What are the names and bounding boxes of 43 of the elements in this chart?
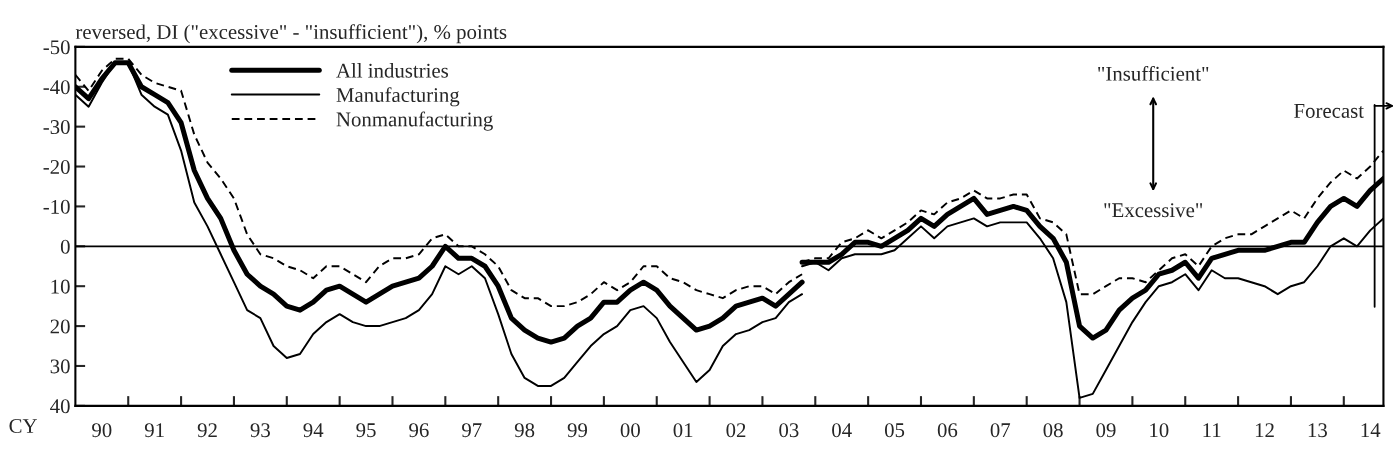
y-axis-title: reversed, DI ("excessive" - "insufficient"), % points xyxy=(75,24,507,44)
x-tick-label: 98 xyxy=(514,423,535,438)
x-tick-label: 94 xyxy=(303,423,324,438)
x-tick-label: 01 xyxy=(673,423,693,438)
x-tick-label: 99 xyxy=(567,423,588,438)
y-tick-label: 0 xyxy=(60,239,70,254)
text: CY xyxy=(9,418,37,433)
x-tick-label: 02 xyxy=(726,423,746,438)
annotation: "Insufficient" xyxy=(1098,65,1209,81)
y-tick-label: 20 xyxy=(50,319,70,334)
x-tick-label: 11 xyxy=(1203,423,1221,437)
x-tick-label: 10 xyxy=(1150,423,1169,438)
y-tick-label: 10 xyxy=(51,279,70,294)
y-tick-label: -10 xyxy=(43,199,70,214)
x-tick-label: 97 xyxy=(462,423,482,438)
x-tick-label: 13 xyxy=(1308,423,1327,438)
x-tick-label: 12 xyxy=(1255,423,1274,437)
x-tick-label: 00 xyxy=(620,423,640,438)
legend-label: Nonmanufacturing xyxy=(336,111,493,131)
ref-line-label: Forecast xyxy=(1294,104,1364,118)
x-tick-label: 90 xyxy=(92,423,112,438)
x-tick-label: 06 xyxy=(937,423,958,438)
x-tick-label: 96 xyxy=(409,423,429,438)
x-tick-label: 09 xyxy=(1096,423,1116,438)
x-tick-label: 07 xyxy=(990,423,1011,438)
y-tick-label: 30 xyxy=(50,359,70,374)
annotation: "Excessive" xyxy=(1104,203,1203,218)
x-tick-label: 08 xyxy=(1043,423,1063,438)
x-tick-label: 05 xyxy=(884,423,905,438)
y-tick-label: -40 xyxy=(43,80,70,95)
x-tick-label: 14 xyxy=(1361,423,1381,437)
x-tick-label: 04 xyxy=(832,423,852,438)
x-tick-label: 03 xyxy=(779,423,799,438)
y-tick-label: -50 xyxy=(43,40,70,55)
x-tick-label: 95 xyxy=(356,423,376,438)
y-tick-label: -30 xyxy=(43,120,70,135)
y-tick-label: -20 xyxy=(43,159,70,174)
legend-label: All industries xyxy=(336,63,449,78)
legend-label: Manufacturing xyxy=(336,87,460,107)
x-tick-label: 93 xyxy=(250,423,270,438)
x-tick-label: 92 xyxy=(197,423,217,438)
x-tick-label: 91 xyxy=(144,423,164,438)
y-tick-label: 40 xyxy=(50,399,70,414)
